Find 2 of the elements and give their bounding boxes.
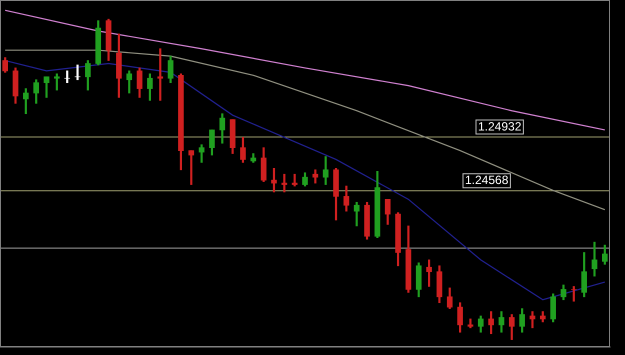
ref-line-label: 1.24568 bbox=[465, 173, 509, 188]
ref-line-label: 1.24932 bbox=[478, 119, 522, 134]
